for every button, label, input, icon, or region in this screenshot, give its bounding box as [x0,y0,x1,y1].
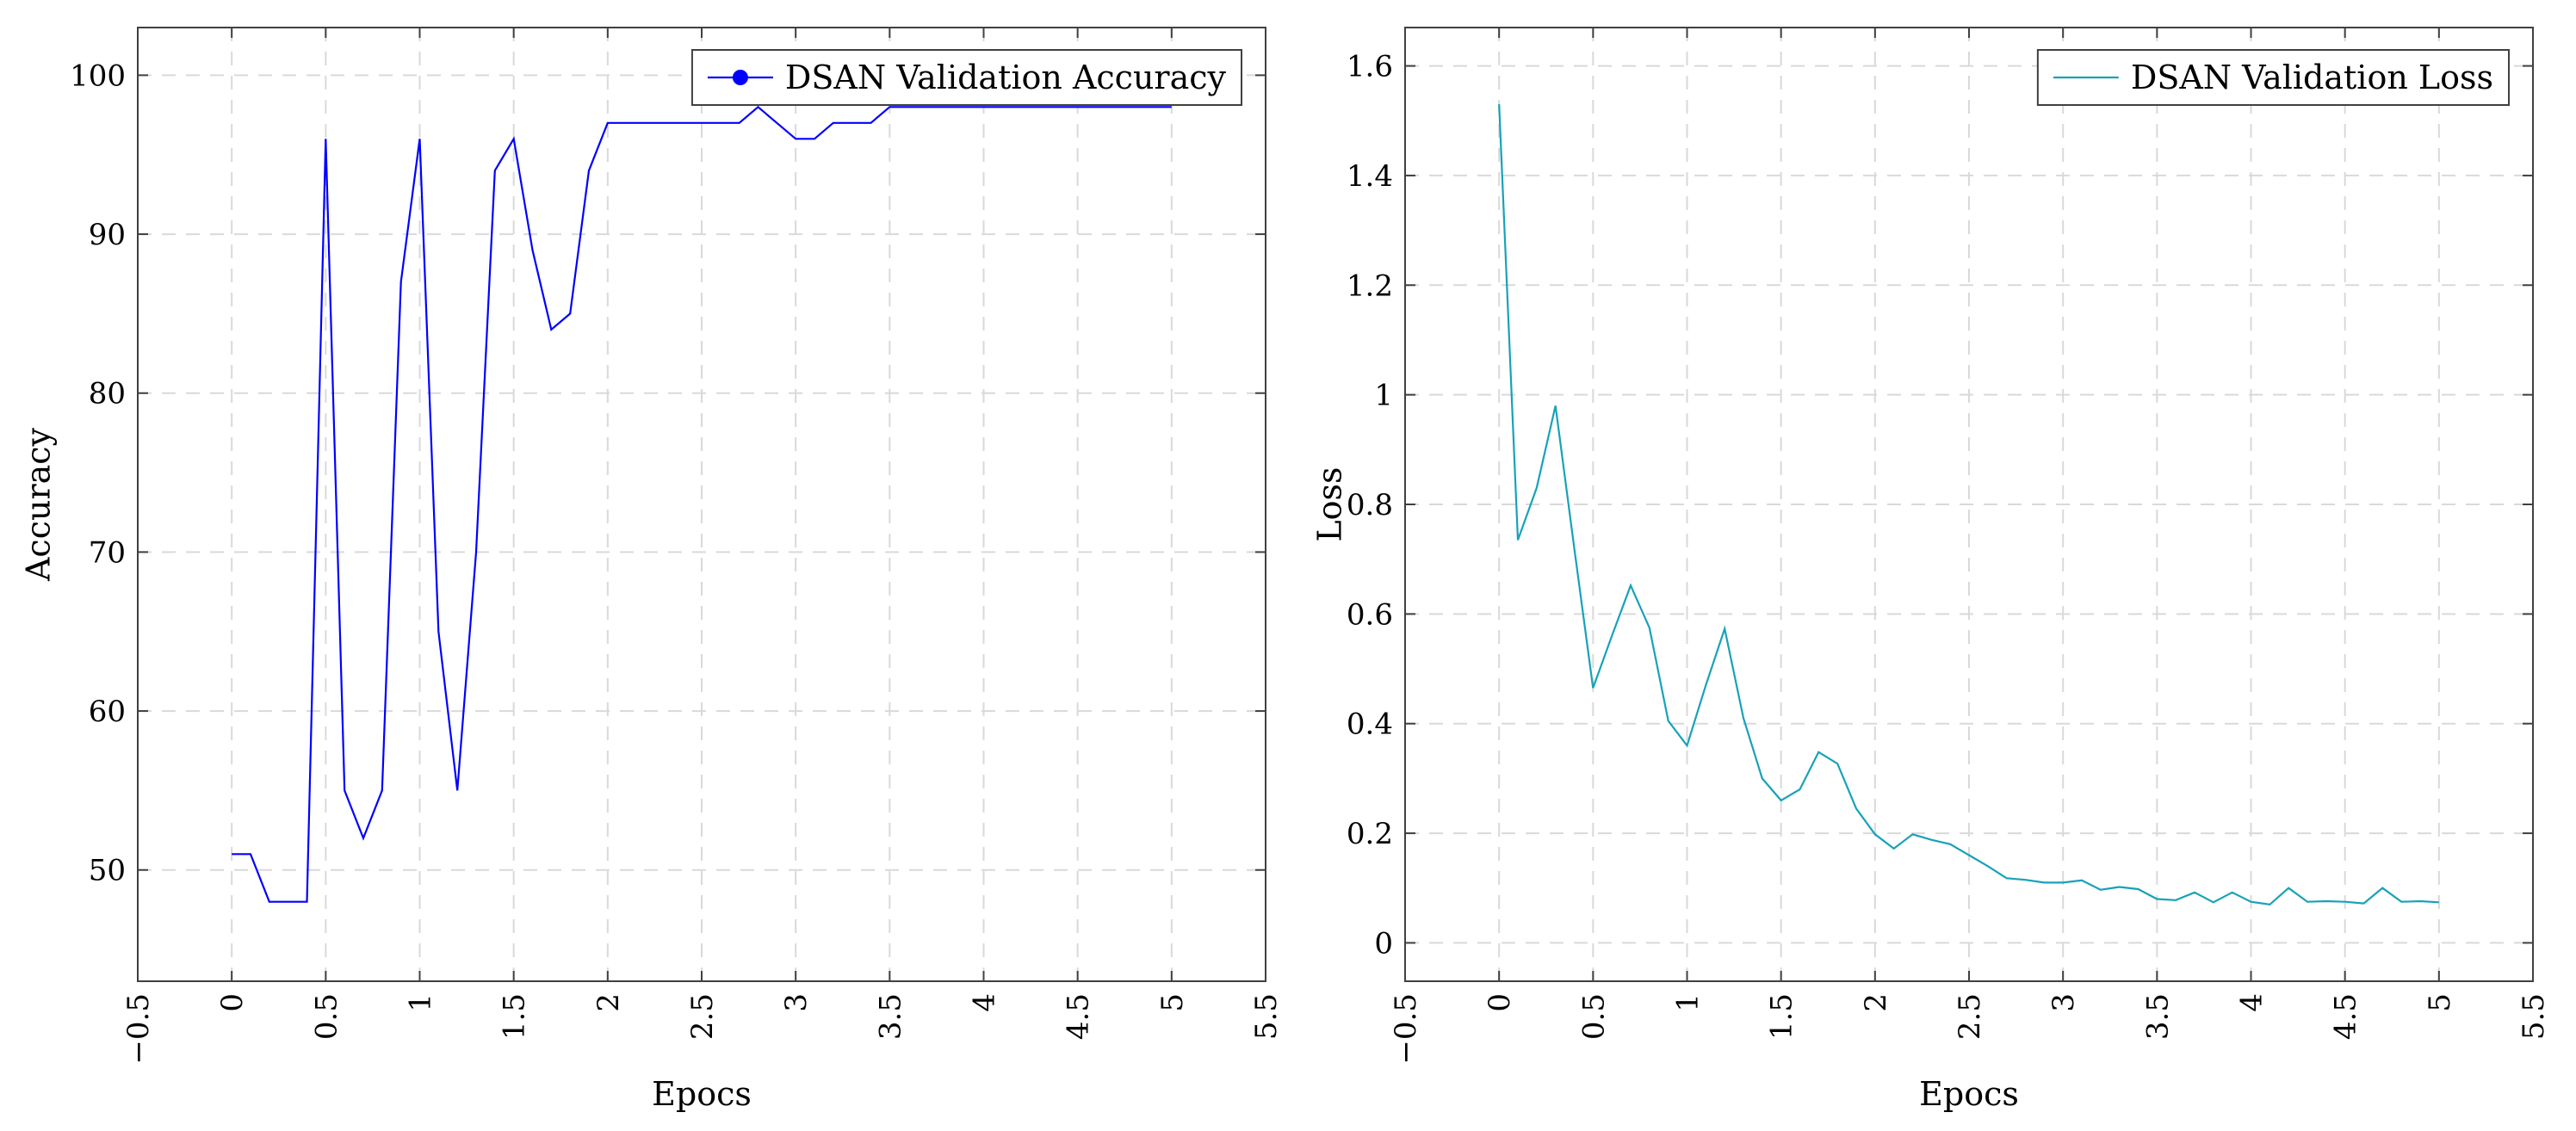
y-tick-label: 0.4 [1347,708,1393,742]
x-tick-label: 2 [591,993,626,1012]
x-tick-label: 0.5 [309,993,344,1040]
x-tick-label: 5.5 [1249,993,1284,1040]
accuracy-series-line-0 [232,105,1172,903]
y-tick-label: 1 [1374,379,1393,413]
x-tick-label: 2.5 [685,993,720,1040]
x-tick-label: 4.5 [2329,993,2363,1040]
x-tick-label: 1.5 [498,993,532,1040]
accuracy-x-axis-label: Epocs [652,1075,752,1113]
loss-x-axis-label: Epocs [1919,1075,2019,1113]
x-tick-label: 4 [968,993,1002,1012]
loss-chart: −0.5 0 0.5 1 1.5 2 2.5 3 3.5 4 4.5 5 5.5 0 0.2 0.4 0.6 0.… [1311,27,2551,1113]
y-tick-label: 90 [89,218,126,252]
x-tick-label: 0 [215,993,250,1012]
y-tick-label: 1.2 [1347,269,1393,303]
x-tick-label: 1 [1671,993,1706,1012]
y-tick-label: 60 [89,695,126,729]
x-tick-label: −0.5 [1389,993,1423,1065]
y-tick-label: 1.4 [1347,159,1393,194]
x-tick-label: 1.5 [1765,993,1799,1040]
accuracy-legend: DSAN Validation Accuracy [690,49,1242,106]
y-tick-label: 100 [70,59,126,93]
x-tick-label: 3 [2047,993,2081,1012]
x-tick-label: 1 [404,993,438,1012]
y-tick-label: 50 [89,854,126,888]
legend-entry-label: DSAN Validation Loss [2131,59,2493,96]
y-tick-label: 0 [1374,926,1393,961]
x-tick-label: 0.5 [1576,993,1611,1040]
x-tick-label: 3.5 [873,993,907,1040]
y-tick-label: 0.2 [1347,817,1393,851]
x-tick-label: 4.5 [1062,993,1096,1040]
x-tick-label: 5.5 [2517,993,2551,1040]
loss-legend: DSAN Validation Loss [2036,49,2510,106]
y-tick-label: 0.8 [1347,488,1393,522]
x-tick-label: −0.5 [121,993,156,1065]
x-tick-label: 2.5 [1953,993,1987,1040]
x-tick-label: 0 [1483,993,1517,1012]
legend-box [690,49,1242,106]
y-tick-label: 0.6 [1347,597,1393,632]
x-tick-label: 3 [779,993,814,1012]
y-tick-label: 80 [89,377,126,411]
y-tick-label: 1.6 [1347,50,1393,84]
loss-series-line-0 [1498,104,2439,906]
accuracy-y-axis-label: Accuracy [20,427,58,582]
x-tick-label: 4 [2235,993,2269,1012]
accuracy-chart: −0.5 0 0.5 1 1.5 2 2.5 3 3.5 4 4.5 5 5.5 50 60 70 80 90 10… [20,27,1284,1113]
accuracy-grid [137,28,1266,981]
y-tick-label: 70 [89,535,126,570]
legend-entry-label: DSAN Validation Accuracy [785,59,1227,96]
accuracy-plot-frame [137,27,1266,982]
loss-y-axis-label: Loss [1311,467,1349,541]
loss-grid [1404,28,2534,981]
x-tick-label: 3.5 [2140,993,2175,1040]
x-tick-label: 5 [2423,993,2457,1012]
x-tick-label: 5 [1155,993,1190,1012]
x-tick-label: 2 [1859,993,1893,1012]
legend-dot-marker [732,70,748,85]
